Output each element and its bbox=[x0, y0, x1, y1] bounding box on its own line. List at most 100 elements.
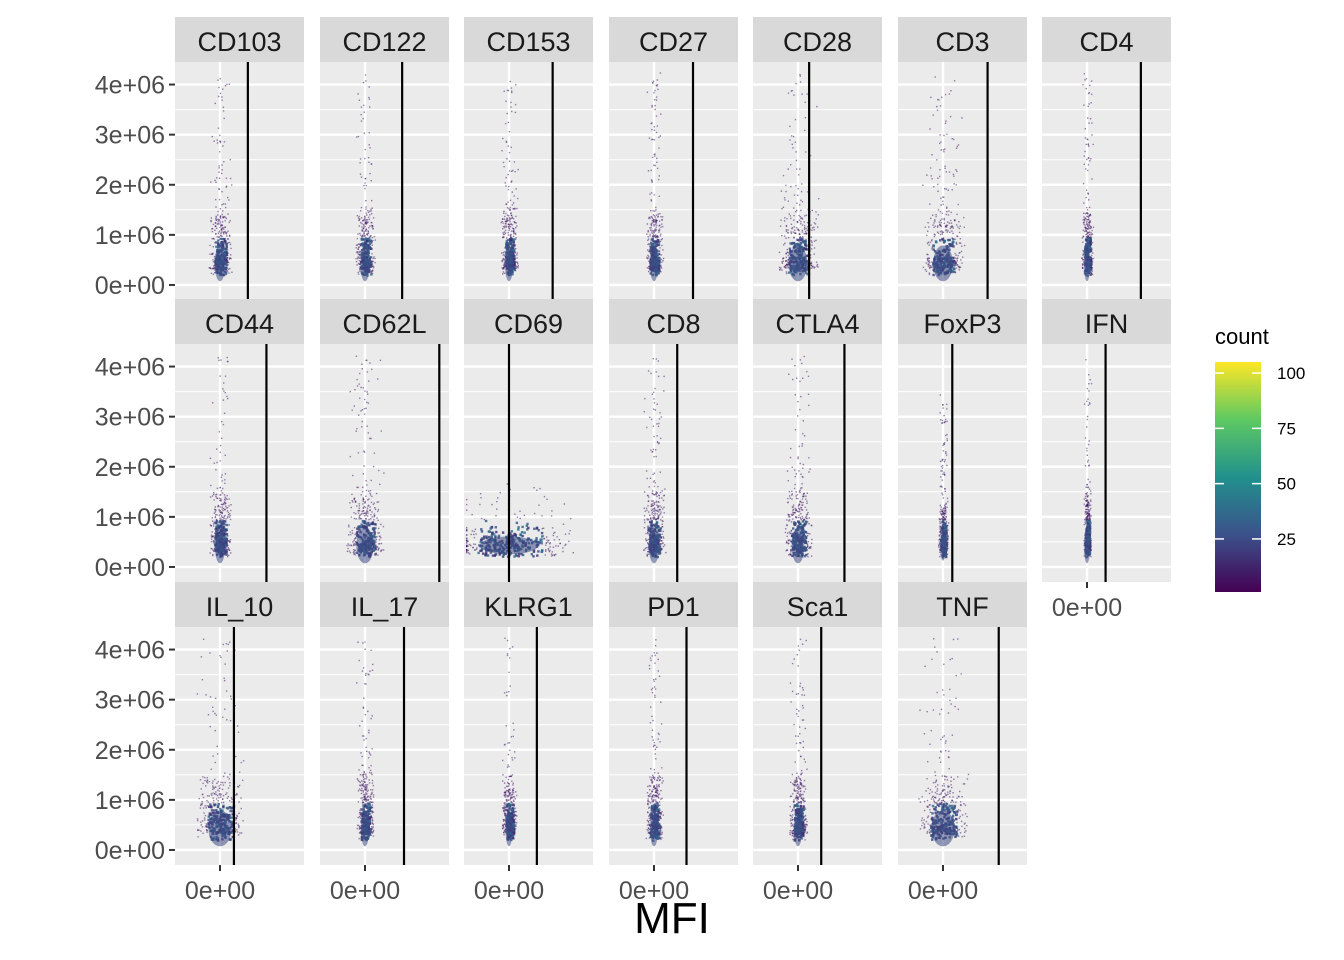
density-point bbox=[212, 402, 214, 404]
density-point bbox=[366, 509, 368, 512]
density-point bbox=[223, 239, 227, 243]
density-point bbox=[362, 500, 364, 503]
density-point bbox=[1086, 158, 1088, 161]
density-point bbox=[1088, 222, 1090, 224]
density-point bbox=[813, 226, 815, 228]
density-point bbox=[368, 504, 370, 507]
density-point bbox=[796, 510, 799, 513]
density-point bbox=[646, 256, 648, 259]
density-point bbox=[376, 517, 378, 519]
density-point bbox=[516, 257, 518, 259]
density-point bbox=[1086, 243, 1089, 247]
density-point bbox=[797, 239, 801, 242]
density-point bbox=[805, 214, 808, 216]
density-point bbox=[1089, 118, 1092, 120]
density-point bbox=[218, 514, 221, 517]
density-point bbox=[653, 391, 655, 394]
density-point bbox=[936, 109, 939, 111]
density-point bbox=[806, 93, 808, 95]
density-point bbox=[474, 543, 477, 546]
density-point bbox=[783, 220, 786, 222]
density-point bbox=[364, 216, 366, 218]
density-point bbox=[507, 214, 509, 217]
density-point bbox=[357, 512, 360, 514]
density-point bbox=[369, 509, 372, 511]
density-point bbox=[368, 490, 370, 492]
density-point bbox=[955, 262, 957, 265]
density-point bbox=[209, 244, 211, 247]
strip-label: CD62L bbox=[342, 309, 426, 339]
density-point bbox=[374, 553, 377, 556]
density-point bbox=[212, 223, 215, 226]
density-point bbox=[225, 497, 227, 500]
density-point bbox=[541, 535, 544, 538]
density-point bbox=[222, 507, 225, 510]
density-point bbox=[508, 130, 511, 133]
density-point bbox=[222, 503, 224, 506]
density-point bbox=[224, 220, 226, 222]
density-point bbox=[1084, 224, 1086, 226]
density-point bbox=[646, 518, 648, 520]
density-point bbox=[371, 207, 373, 209]
density-point bbox=[504, 229, 507, 232]
density-point bbox=[359, 267, 361, 270]
density-point bbox=[514, 208, 516, 210]
density-point bbox=[804, 117, 807, 119]
density-point bbox=[944, 165, 946, 167]
density-point bbox=[374, 544, 377, 547]
density-point bbox=[789, 516, 791, 518]
density-point bbox=[945, 245, 948, 248]
density-point bbox=[944, 93, 947, 96]
density-point bbox=[930, 217, 932, 220]
density-point bbox=[656, 239, 660, 242]
density-point bbox=[370, 221, 372, 224]
density-point bbox=[363, 451, 366, 453]
density-point bbox=[372, 217, 375, 219]
density-point bbox=[954, 262, 956, 264]
density-point bbox=[490, 525, 493, 529]
density-point bbox=[215, 215, 217, 218]
density-point bbox=[648, 528, 651, 532]
density-point bbox=[800, 223, 802, 225]
density-point bbox=[785, 253, 787, 255]
density-point bbox=[787, 539, 789, 541]
panel-cd62l: CD62L bbox=[320, 299, 449, 582]
density-point bbox=[553, 554, 556, 557]
density-point bbox=[219, 511, 221, 513]
density-point bbox=[815, 211, 817, 213]
density-point bbox=[221, 480, 223, 482]
density-point bbox=[791, 241, 795, 245]
density-point bbox=[479, 549, 482, 553]
density-point bbox=[362, 497, 364, 499]
density-point bbox=[520, 553, 523, 556]
density-point bbox=[653, 220, 655, 223]
density-point bbox=[214, 179, 216, 182]
density-point bbox=[782, 174, 785, 177]
density-point bbox=[1086, 222, 1088, 224]
density-point bbox=[230, 504, 232, 506]
density-point bbox=[354, 549, 356, 552]
density-point bbox=[503, 262, 506, 264]
density-point bbox=[217, 220, 219, 223]
density-point bbox=[223, 412, 226, 414]
density-point bbox=[502, 257, 504, 260]
density-point bbox=[218, 219, 220, 221]
density-point bbox=[211, 538, 213, 540]
density-point bbox=[656, 510, 659, 512]
density-point bbox=[943, 134, 945, 137]
density-point bbox=[799, 168, 801, 170]
density-point bbox=[945, 229, 947, 232]
density-point bbox=[954, 260, 956, 262]
density-point bbox=[221, 227, 223, 229]
density-point bbox=[509, 199, 512, 201]
density-point bbox=[937, 98, 939, 101]
density-point bbox=[224, 551, 227, 554]
density-point bbox=[372, 265, 375, 268]
density-point bbox=[509, 242, 512, 246]
density-point bbox=[364, 235, 366, 237]
density-point bbox=[1089, 213, 1091, 216]
density-point bbox=[946, 231, 948, 233]
density-point bbox=[662, 225, 664, 228]
density-point bbox=[353, 498, 355, 501]
panel-cd4: CD4 bbox=[1042, 17, 1171, 300]
